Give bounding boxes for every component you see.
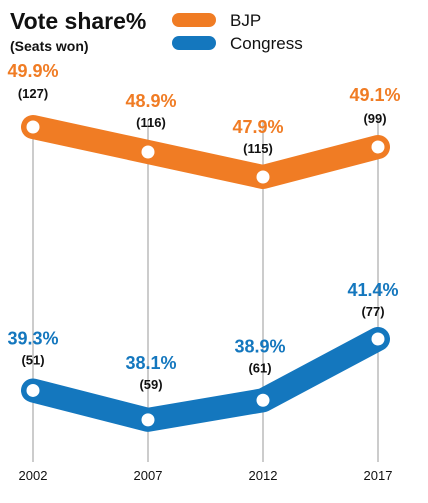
- value-label-bjp-2017: 49.1%: [349, 85, 400, 105]
- value-label-congress-2002: 39.3%: [7, 328, 58, 348]
- legend: BJP Congress: [172, 11, 303, 53]
- value-label-congress-2007: 38.1%: [125, 353, 176, 373]
- seat-label-bjp-2017: (99): [363, 111, 386, 126]
- seat-label-congress-2002: (51): [21, 352, 44, 367]
- x-tick-2007: 2007: [134, 468, 163, 483]
- data-point-congress-2017: [371, 332, 385, 346]
- value-label-bjp-2012: 47.9%: [232, 117, 283, 137]
- legend-swatch-bjp: [172, 13, 216, 27]
- value-label-congress-2017: 41.4%: [347, 280, 398, 300]
- series-layer: [21, 115, 390, 432]
- data-point-congress-2007: [141, 413, 155, 427]
- series-line-bjp: [21, 115, 390, 189]
- legend-label-congress: Congress: [230, 34, 303, 53]
- data-point-bjp-2012: [256, 170, 270, 184]
- seat-label-congress-2012: (61): [248, 360, 271, 375]
- seat-label-congress-2017: (77): [361, 304, 384, 319]
- x-tick-2017: 2017: [364, 468, 393, 483]
- data-point-bjp-2017: [371, 140, 385, 154]
- value-label-bjp-2007: 48.9%: [125, 91, 176, 111]
- data-point-congress-2012: [256, 393, 270, 407]
- seat-label-bjp-2007: (116): [136, 115, 166, 130]
- legend-swatch-congress: [172, 36, 216, 50]
- seat-label-congress-2007: (59): [139, 377, 162, 392]
- legend-label-bjp: BJP: [230, 11, 261, 30]
- data-labels: 49.9% (127) 48.9% (116) 47.9% (115) 49.1% (99) 3…: [7, 61, 400, 392]
- seat-label-bjp-2012: (115): [243, 141, 273, 156]
- value-label-congress-2012: 38.9%: [234, 336, 285, 356]
- series-line-congress: [21, 327, 390, 432]
- chart-subtitle: (Seats won): [10, 38, 89, 54]
- value-label-bjp-2002: 49.9%: [7, 61, 58, 81]
- seat-label-bjp-2002: (127): [18, 86, 48, 101]
- data-point-bjp-2007: [141, 145, 155, 159]
- chart-title: Vote share%: [10, 8, 146, 34]
- x-tick-2012: 2012: [249, 468, 278, 483]
- data-point-congress-2002: [26, 383, 40, 397]
- x-tick-2002: 2002: [19, 468, 48, 483]
- x-axis-ticks: 2002 2007 2012 2017: [19, 468, 393, 483]
- data-point-bjp-2002: [26, 120, 40, 134]
